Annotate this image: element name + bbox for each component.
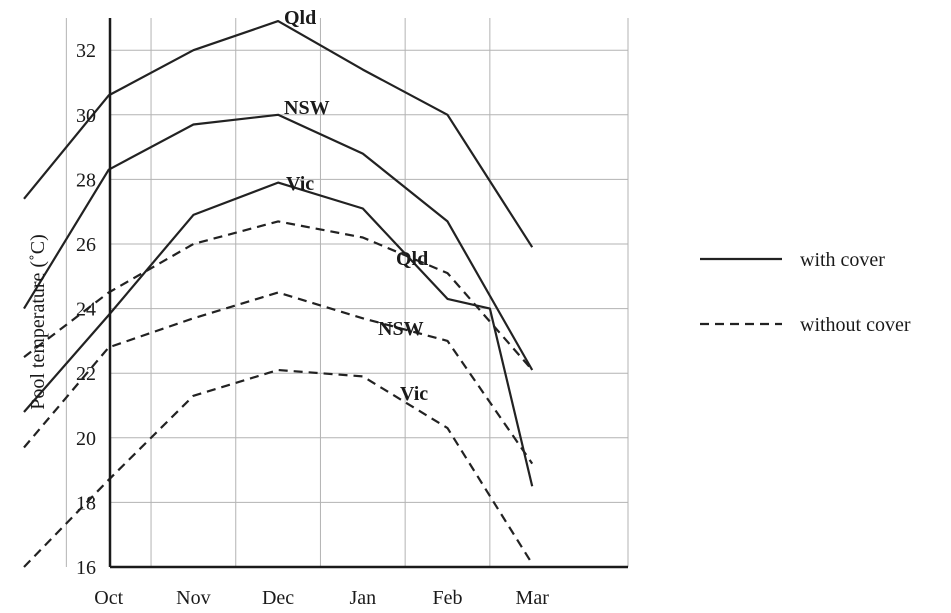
series-label-nsw-without-cover: NSW: [378, 318, 424, 340]
x-category-labels: Oct Nov Dec Jan Feb Mar: [94, 587, 549, 609]
series-labels: Qld NSW Vic Qld NSW Vic: [284, 7, 428, 405]
legend: with cover without cover: [700, 249, 911, 336]
series-label-vic-without-cover: Vic: [400, 383, 428, 405]
y-tick-label: 16: [76, 557, 96, 579]
chart-axes: [108, 18, 628, 569]
series-line-qld-without-cover: [23, 220, 534, 371]
y-tick-label: 20: [76, 428, 96, 450]
x-category-label: Oct: [94, 587, 123, 609]
series-line-qld-with-cover: [23, 20, 534, 248]
y-tick-label: 24: [76, 299, 96, 321]
series-label-qld-with-cover: Qld: [284, 7, 316, 29]
y-tick-labels: 16 18 20 22 24 26 28 30 32: [76, 40, 96, 579]
series-line-vic-with-cover: [23, 181, 534, 487]
y-tick-label: 22: [76, 363, 96, 385]
x-category-label: Dec: [262, 587, 294, 609]
series-label-qld-without-cover: Qld: [396, 248, 428, 270]
legend-label-with-cover: with cover: [800, 249, 885, 271]
y-tick-label: 18: [76, 492, 96, 514]
y-tick-label: 32: [76, 40, 96, 62]
series-label-nsw-with-cover: NSW: [284, 97, 330, 119]
y-tick-label: 28: [76, 169, 96, 191]
x-category-label: Nov: [176, 587, 210, 609]
x-category-label: Feb: [433, 587, 463, 609]
legend-label-without-cover: without cover: [800, 314, 911, 336]
series-line-nsw-with-cover: [23, 113, 534, 371]
y-tick-label: 26: [76, 234, 96, 256]
chart-grid: [65, 18, 629, 568]
series-line-nsw-without-cover: [23, 291, 534, 465]
series-line-vic-without-cover: [23, 368, 534, 568]
y-tick-label: 30: [76, 105, 96, 127]
chart-series: [23, 20, 534, 568]
x-category-label: Mar: [516, 587, 550, 609]
y-axis-label: Pool temperature (˚C): [27, 234, 49, 410]
x-category-label: Jan: [349, 587, 376, 609]
series-label-vic-with-cover: Vic: [286, 173, 314, 195]
